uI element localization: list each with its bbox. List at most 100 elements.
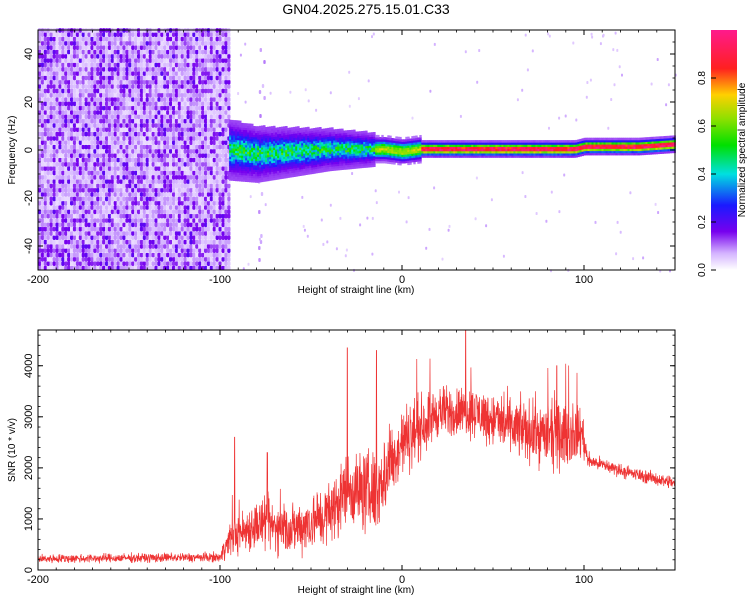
spectrogram-cell: [163, 157, 167, 163]
spectrogram-cell: [75, 218, 80, 223]
spectrogram-cell: [311, 143, 314, 146]
spectrogram-cell: [206, 200, 211, 206]
spectrogram-cell: [283, 128, 286, 132]
spectrogram-cell: [90, 84, 94, 89]
spectrogram-cell: [206, 49, 211, 55]
spectrogram-cell: [311, 160, 314, 164]
spectrogram-cell: [177, 162, 181, 167]
spectrogram-cell: [169, 84, 173, 89]
spectrogram-cell: [142, 97, 146, 102]
spectrogram-cell: [142, 49, 146, 55]
spectrogram-cell: [215, 140, 219, 145]
spectrogram-cell: [43, 261, 47, 266]
spectrogram-cell: [87, 136, 91, 141]
spectrogram-cell: [166, 97, 170, 102]
spectrogram-cell: [281, 128, 284, 132]
spectrogram-cell: [295, 169, 298, 173]
spectrogram-cell: [64, 71, 68, 76]
spectrogram-cell: [107, 244, 112, 249]
spectrogram-cell: [128, 101, 132, 107]
spectrogram-cell: [40, 71, 45, 76]
spectrogram-cell: [58, 101, 62, 107]
spectrogram-cell: [186, 162, 190, 167]
spectrogram-cell: [93, 153, 97, 158]
spectrogram-cell: [215, 75, 219, 81]
spectrogram-cell: [186, 222, 190, 228]
spectrogram-cell: [58, 179, 62, 184]
spectrogram-cell: [43, 218, 47, 223]
spectrogram-cell: [107, 170, 112, 176]
spectrogram-cell: [186, 92, 190, 98]
spectrogram-cell: [247, 157, 250, 161]
spectrogram-cell: [72, 235, 77, 240]
spectrogram-cell: [307, 170, 310, 173]
spectrogram-cell: [231, 165, 234, 168]
spectrogram-cell: [186, 200, 190, 206]
spectrogram-cell: [177, 41, 181, 46]
spectrogram-cell: [110, 84, 114, 89]
spectrogram-cell: [139, 157, 144, 163]
spectrogram-cell: [209, 231, 213, 236]
spectrogram-cell: [99, 45, 103, 50]
spectrogram-cell: [122, 144, 126, 150]
spectrogram-cell: [245, 138, 248, 141]
spectrogram-cell: [113, 192, 117, 197]
spectrogram-cell: [619, 230, 622, 234]
spectrogram-cell: [134, 149, 138, 154]
spectrogram-cell: [49, 114, 53, 120]
spectrogram-cell: [271, 126, 274, 129]
spectrogram-cell: [87, 75, 91, 81]
spectrogram-cell: [169, 32, 173, 37]
spectrogram-cell: [204, 213, 208, 219]
spectrogram-cell: [58, 187, 62, 193]
spectrogram-cell: [271, 136, 274, 140]
spectrogram-cell: [70, 187, 74, 193]
spectrogram-cell: [122, 239, 126, 245]
spectrogram-cell: [93, 162, 97, 167]
spectrogram-cell: [72, 105, 77, 111]
spectrogram-cell: [371, 216, 374, 220]
spectrogram-cell: [105, 123, 109, 128]
spectrogram-cell: [177, 114, 181, 120]
spectrogram-cell: [122, 101, 126, 107]
spectrogram-cell: [93, 84, 97, 89]
spectrogram-cell: [84, 97, 88, 102]
spectrogram-cell: [55, 84, 59, 89]
spectrogram-cell: [38, 252, 42, 258]
spectrogram-cell: [285, 169, 288, 172]
spectrogram-cell: [215, 222, 219, 228]
spectrogram-cell: [186, 252, 190, 258]
spectrogram-cell: [189, 244, 193, 249]
spectrogram-cell: [317, 138, 320, 141]
spectrogram-cell: [245, 177, 248, 180]
spectrogram-cell: [154, 140, 158, 145]
spectrogram-cell: [163, 32, 167, 37]
spectrogram-cell: [163, 261, 167, 266]
spectrogram-cell: [315, 155, 318, 159]
spectrogram-cell: [215, 79, 219, 85]
spectrogram-cell: [243, 142, 246, 146]
spectrogram-cell: [239, 168, 242, 171]
spectrogram-cell: [189, 84, 193, 89]
spectrogram-cell: [102, 62, 106, 68]
spectrogram-cell: [122, 175, 126, 180]
spectrogram-cell: [113, 239, 117, 245]
spectrogram-cell: [212, 252, 216, 258]
spectrogram-cell: [102, 110, 106, 115]
spectrogram-cell: [128, 183, 132, 189]
spectrogram-cell: [166, 140, 170, 145]
spectrogram-cell: [105, 62, 109, 68]
spectrogram-cell: [70, 162, 74, 167]
spectrogram-cell: [151, 162, 155, 167]
spectrogram-cell: [221, 231, 225, 236]
spectrogram-cell: [166, 131, 170, 137]
spectrogram-cell: [285, 145, 288, 148]
spectrogram-cell: [259, 147, 262, 150]
spectrogram-cell: [139, 187, 144, 193]
spectrogram-cell: [122, 183, 126, 189]
spectrogram-cell: [289, 142, 292, 146]
spectrogram-cell: [235, 167, 238, 171]
spectrogram-cell: [90, 209, 94, 215]
spectrogram-cell: [67, 88, 71, 94]
spectrogram-cell: [209, 84, 213, 89]
